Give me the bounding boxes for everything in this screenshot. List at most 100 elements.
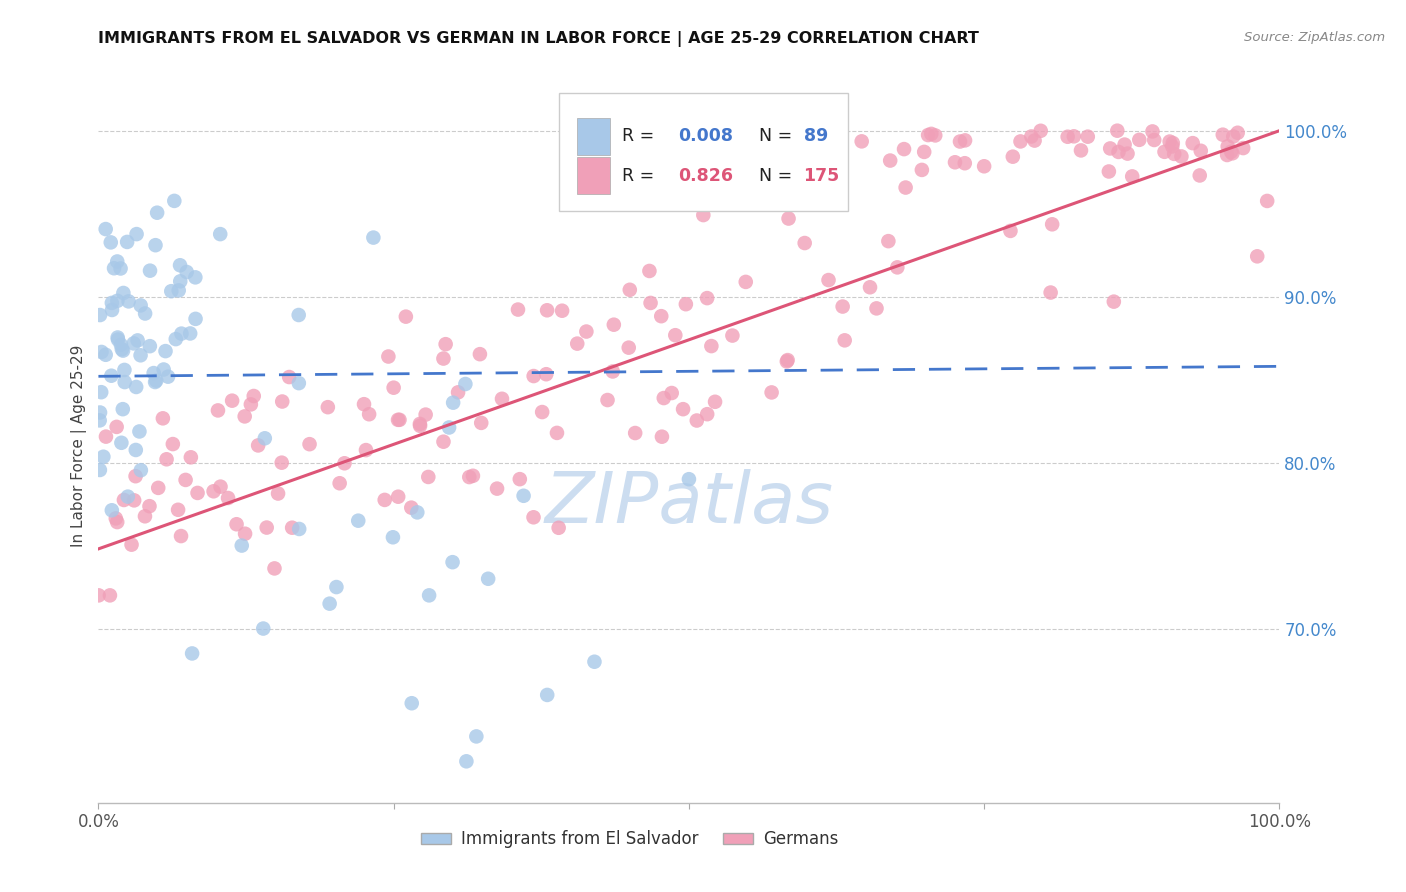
Point (879, 153, 901, 168)
Point (401, 696, 423, 710)
Point (409, 417, 432, 431)
Point (263, 561, 285, 575)
Point (174, 473, 197, 487)
Point (894, 180, 917, 194)
Point (100, 235, 122, 250)
Text: 0.008: 0.008 (678, 128, 734, 145)
Point (107, 330, 129, 344)
Point (110, 338, 132, 352)
Point (221, 393, 243, 408)
Point (387, 413, 409, 427)
Point (953, 133, 976, 147)
Point (547, 521, 569, 535)
Point (920, 127, 942, 141)
Point (184, 311, 207, 326)
Point (94, 222, 117, 236)
Point (121, 538, 143, 552)
Point (886, 260, 908, 275)
Point (207, 403, 229, 417)
Point (1181, 136, 1204, 150)
FancyBboxPatch shape (576, 118, 610, 155)
Point (454, 377, 477, 392)
Text: 89: 89 (803, 128, 828, 145)
FancyBboxPatch shape (560, 93, 848, 211)
Point (145, 374, 167, 388)
Point (546, 425, 568, 440)
Point (325, 580, 347, 594)
Text: N =: N = (759, 167, 792, 185)
Point (406, 505, 429, 519)
Point (281, 521, 304, 535)
Point (678, 472, 700, 486)
Point (162, 437, 184, 451)
Point (139, 263, 162, 277)
Point (267, 486, 290, 500)
Point (1039, 285, 1062, 300)
Point (1142, 124, 1164, 138)
Point (834, 334, 856, 348)
Point (170, 326, 193, 341)
Point (181, 647, 204, 661)
Point (253, 431, 276, 445)
Point (859, 280, 882, 294)
Point (318, 597, 340, 611)
Point (152, 411, 174, 425)
Point (176, 265, 198, 279)
Point (127, 334, 149, 348)
Point (1220, 145, 1243, 159)
Point (1063, 129, 1085, 144)
Point (247, 438, 270, 452)
Point (163, 194, 186, 208)
Point (363, 230, 385, 244)
Point (112, 493, 135, 508)
Point (1114, 137, 1136, 152)
Point (129, 298, 152, 312)
Point (651, 430, 673, 444)
Point (110, 261, 132, 276)
Point (468, 347, 491, 361)
Point (575, 325, 598, 339)
Point (491, 392, 513, 406)
Point (650, 309, 672, 323)
Point (817, 273, 839, 287)
Text: R =: R = (621, 167, 654, 185)
Point (865, 301, 887, 316)
Point (672, 402, 695, 417)
Point (1159, 135, 1181, 149)
Point (851, 134, 873, 148)
Point (675, 297, 697, 311)
Point (911, 162, 934, 177)
Point (354, 443, 377, 458)
Point (1188, 169, 1211, 183)
Text: R =: R = (621, 128, 654, 145)
Point (103, 261, 125, 276)
Point (129, 348, 152, 362)
Point (105, 515, 128, 529)
Point (155, 344, 177, 359)
Point (1143, 133, 1166, 147)
Point (89, 463, 111, 477)
Point (778, 211, 800, 226)
Point (105, 420, 128, 434)
Point (1216, 148, 1239, 162)
Point (90, 385, 112, 400)
Point (776, 354, 799, 368)
Point (329, 476, 352, 491)
Point (638, 264, 661, 278)
Point (287, 308, 309, 322)
Point (912, 145, 935, 159)
Text: 175: 175 (803, 167, 839, 185)
Point (1024, 134, 1046, 148)
Point (139, 339, 162, 353)
Point (418, 470, 440, 484)
Point (536, 368, 558, 382)
Text: ZIPatlas: ZIPatlas (544, 468, 834, 538)
Point (187, 486, 209, 500)
Point (696, 291, 718, 305)
Point (93, 450, 115, 464)
Point (180, 450, 202, 465)
Point (160, 284, 183, 298)
Point (170, 529, 193, 543)
Point (432, 434, 454, 449)
Point (509, 472, 531, 486)
